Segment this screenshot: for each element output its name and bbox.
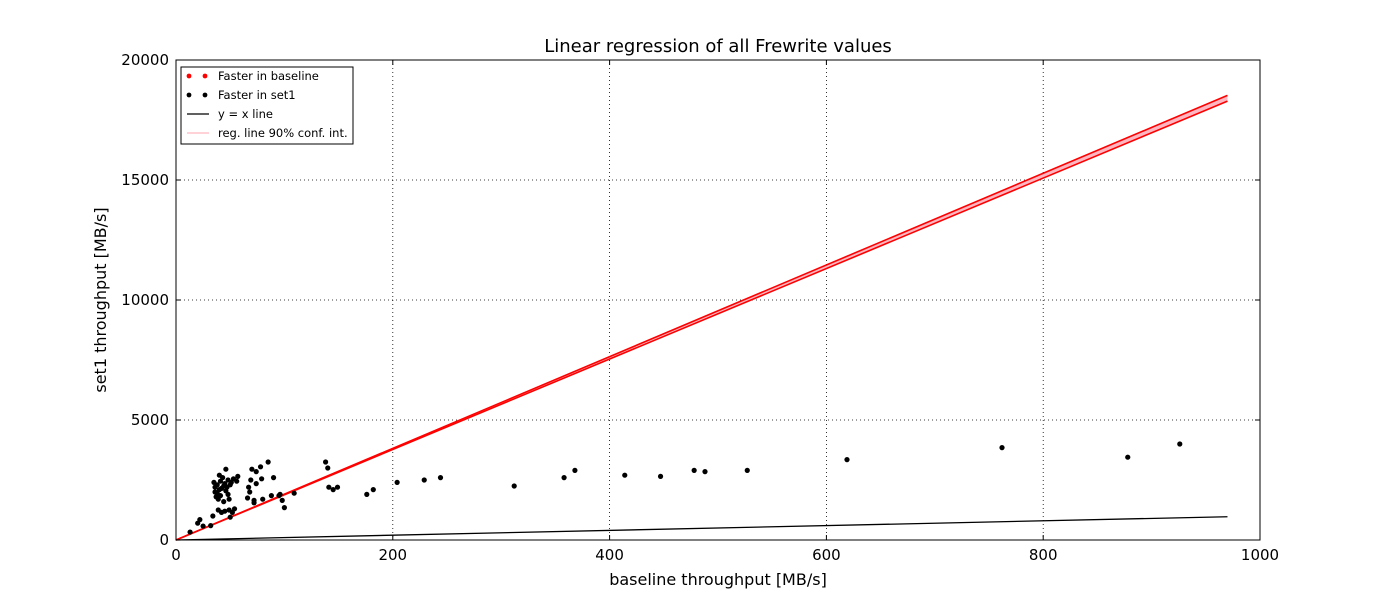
- data-point: [187, 529, 193, 535]
- data-point: [364, 491, 370, 497]
- data-point: [691, 467, 697, 473]
- data-point: [1125, 454, 1131, 460]
- data-point: [251, 500, 257, 506]
- data-point: [249, 466, 255, 472]
- data-point: [222, 508, 228, 514]
- data-point: [281, 505, 287, 511]
- data-point: [325, 465, 331, 471]
- y-equals-x-line: [175, 516, 1228, 541]
- data-point: [217, 493, 224, 499]
- legend-box: [180, 66, 354, 145]
- data-point: [221, 499, 227, 505]
- x-tick-label: 1000: [1241, 546, 1279, 564]
- legend-label: Faster in set1: [218, 88, 296, 102]
- x-tick-label: 0: [171, 546, 181, 564]
- data-point: [244, 495, 251, 501]
- x-tick-label: 600: [812, 546, 841, 564]
- regression-lower-line: [175, 100, 1228, 541]
- data-point: [223, 466, 229, 472]
- data-point: [1177, 441, 1183, 447]
- data-point: [291, 490, 297, 496]
- data-point: [231, 506, 238, 512]
- data-point: [268, 493, 274, 499]
- data-point: [437, 475, 444, 481]
- legend-label: reg. line 90% conf. int.: [218, 126, 348, 140]
- data-point: [248, 477, 254, 483]
- data-point: [744, 467, 750, 473]
- data-point: [326, 484, 332, 490]
- x-axis-label: baseline throughput [MB/s]: [609, 570, 827, 589]
- data-point: [511, 483, 517, 489]
- legend-marker: [186, 92, 192, 98]
- data-point: [260, 496, 266, 502]
- data-point: [394, 479, 400, 485]
- data-point: [572, 467, 578, 473]
- data-point: [330, 487, 336, 493]
- data-point: [253, 469, 259, 475]
- chart-title: Linear regression of all Frewrite values: [544, 36, 892, 57]
- data-point: [208, 523, 214, 529]
- data-point: [235, 473, 241, 479]
- data-point: [265, 459, 271, 465]
- legend-label: Faster in baseline: [218, 69, 319, 83]
- x-tick-label: 800: [1029, 546, 1058, 564]
- data-point: [210, 513, 216, 519]
- data-point: [622, 472, 628, 478]
- data-point: [322, 459, 329, 465]
- legend-marker: [202, 73, 208, 79]
- data-point: [246, 484, 252, 490]
- data-point: [999, 445, 1005, 451]
- data-point: [226, 496, 232, 502]
- y-tick-label: 15000: [121, 171, 169, 189]
- y-tick-label: 5000: [131, 411, 169, 429]
- data-point: [234, 478, 240, 484]
- data-point: [253, 481, 259, 487]
- grid: [176, 60, 1260, 540]
- data-point: [200, 523, 206, 529]
- data-point: [257, 464, 264, 470]
- legend-label: y = x line: [218, 107, 273, 121]
- regression-upper-line: [175, 94, 1228, 541]
- data-point: [334, 484, 341, 490]
- y-tick-label: 0: [159, 531, 169, 549]
- line-layer: [175, 94, 1228, 541]
- data-point: [197, 517, 203, 523]
- data-point: [421, 477, 427, 483]
- x-tick-label: 400: [595, 546, 624, 564]
- data-point: [702, 469, 708, 475]
- data-point: [227, 514, 233, 520]
- data-point: [220, 475, 226, 481]
- data-point: [657, 473, 664, 479]
- x-tick-label: 200: [378, 546, 407, 564]
- data-point: [561, 475, 567, 481]
- data-point: [214, 482, 220, 488]
- data-point: [370, 487, 376, 493]
- legend-marker: [202, 92, 208, 98]
- data-point: [844, 457, 850, 463]
- data-point: [225, 491, 231, 497]
- data-point: [270, 475, 277, 481]
- data-point: [247, 489, 253, 495]
- data-point: [279, 497, 285, 503]
- legend: Faster in baseline Faster in set1 y = x li…: [180, 66, 354, 145]
- y-axis-label: set1 throughput [MB/s]: [91, 207, 110, 392]
- data-point: [277, 491, 283, 497]
- y-tick-label: 10000: [121, 291, 169, 309]
- legend-marker: [186, 73, 192, 79]
- data-point: [259, 476, 265, 482]
- point-layer: [187, 441, 1183, 535]
- y-tick-label: 20000: [121, 51, 169, 69]
